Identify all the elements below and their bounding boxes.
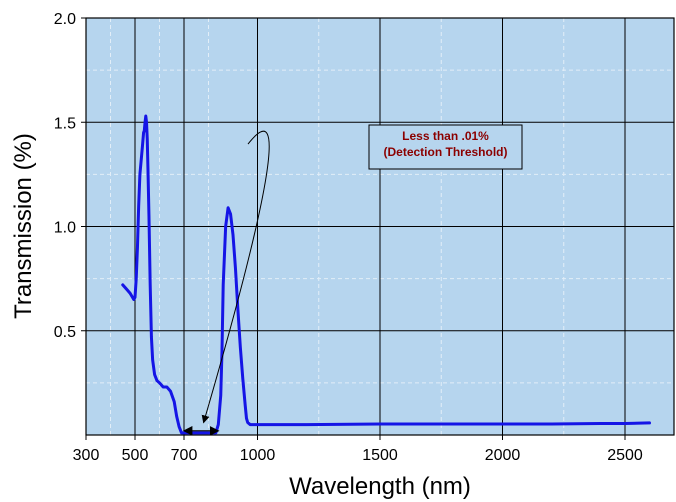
x-tick-label-6: 2500: [607, 447, 643, 464]
x-tick-label-2: 700: [171, 447, 198, 464]
series-layer: [121, 114, 651, 435]
x-tick-labels: 300 500 700 1000 1500 2000 2500: [73, 435, 643, 464]
x-tick-label-0: 300: [73, 447, 100, 464]
x-tick-label-5: 2000: [485, 447, 521, 464]
annotation-arrow-curve: [201, 130, 270, 424]
x-axis-title: Wavelength (nm): [289, 473, 471, 500]
annotation-text-line-1: (Detection Threshold): [383, 145, 507, 159]
x-tick-label-1: 500: [122, 447, 149, 464]
y-tick-label-3: 2.0: [54, 11, 76, 28]
x-tick-label-4: 1500: [362, 447, 398, 464]
y-tick-label-0: 0.5: [54, 324, 76, 341]
x-tick-label-3: 1000: [240, 447, 276, 464]
y-tick-label-2: 1.5: [54, 115, 76, 132]
y-tick-labels: 0.5 1.0 1.5 2.0: [54, 11, 86, 341]
annotation-text-line-0: Less than .01%: [402, 129, 489, 143]
y-axis-title: Transmission (%): [10, 133, 37, 319]
y-tick-label-1: 1.0: [54, 220, 76, 237]
annotation-box: [368, 124, 523, 170]
transmission-series-line-0: [121, 114, 651, 435]
annotation-layer: Less than .01% (Detection Threshold): [182, 124, 523, 436]
